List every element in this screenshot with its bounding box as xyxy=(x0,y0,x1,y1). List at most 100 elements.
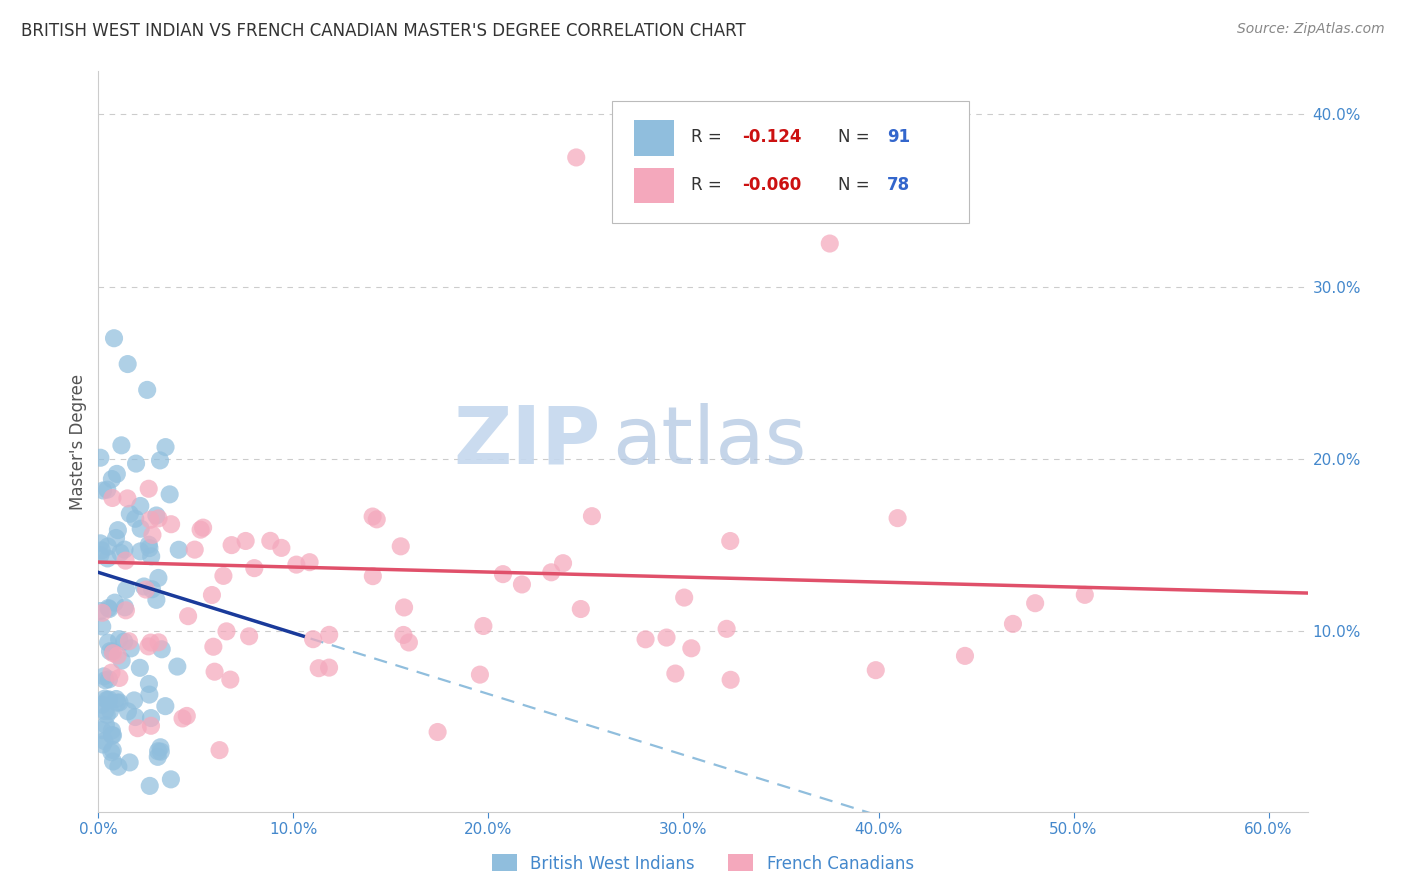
Point xyxy=(98,602,121,616)
Point xyxy=(108,695,131,709)
Point xyxy=(259,533,281,548)
Point xyxy=(146,744,169,758)
Point xyxy=(90,698,112,712)
Point xyxy=(160,517,183,532)
Point xyxy=(103,331,125,345)
Point xyxy=(97,692,120,706)
Text: R =: R = xyxy=(690,128,727,145)
Point xyxy=(118,634,141,648)
Text: N =: N = xyxy=(838,128,876,145)
Point xyxy=(100,665,122,680)
Point xyxy=(202,640,225,654)
Point xyxy=(139,513,162,527)
Point xyxy=(392,628,415,642)
Point xyxy=(510,577,533,591)
Point xyxy=(664,666,686,681)
Point xyxy=(101,743,124,757)
Point xyxy=(138,688,160,702)
Point xyxy=(120,641,142,656)
Point xyxy=(101,472,124,486)
Point xyxy=(104,596,127,610)
Point xyxy=(718,534,741,549)
Point xyxy=(565,151,588,165)
Point xyxy=(655,631,678,645)
Point xyxy=(160,772,183,787)
Y-axis label: Master's Degree: Master's Degree xyxy=(69,374,87,509)
Point xyxy=(128,661,150,675)
Point xyxy=(308,661,330,675)
Point xyxy=(634,632,657,647)
Point xyxy=(138,640,160,654)
Point xyxy=(540,566,562,580)
Point xyxy=(389,539,412,553)
Point xyxy=(101,723,124,738)
Legend: British West Indians, French Canadians: British West Indians, French Canadians xyxy=(485,847,921,880)
Point xyxy=(141,528,163,542)
Point xyxy=(392,600,415,615)
Point xyxy=(298,555,321,569)
Point xyxy=(150,642,173,657)
Point xyxy=(97,601,120,615)
Point xyxy=(118,756,141,770)
Point xyxy=(149,745,172,759)
Point xyxy=(98,644,121,658)
Point xyxy=(101,644,124,658)
Point xyxy=(93,734,115,748)
Point xyxy=(124,512,146,526)
Point xyxy=(191,521,214,535)
Point xyxy=(166,659,188,673)
Point xyxy=(468,667,491,681)
Point xyxy=(107,760,129,774)
Point xyxy=(114,554,136,568)
Point xyxy=(208,743,231,757)
Point xyxy=(89,549,111,563)
Point xyxy=(145,592,167,607)
Point xyxy=(97,673,120,687)
Point xyxy=(89,604,111,618)
Point xyxy=(132,580,155,594)
Point xyxy=(101,755,124,769)
Point xyxy=(138,538,160,552)
Point xyxy=(1024,596,1046,610)
Point xyxy=(318,660,340,674)
Point xyxy=(716,622,738,636)
Point xyxy=(107,648,129,663)
Point xyxy=(97,635,120,649)
Point xyxy=(101,728,124,742)
Point xyxy=(865,663,887,677)
Text: atlas: atlas xyxy=(613,402,807,481)
Point xyxy=(243,561,266,575)
Text: -0.060: -0.060 xyxy=(742,177,801,194)
Text: R =: R = xyxy=(690,177,727,194)
Point xyxy=(89,536,111,550)
Point xyxy=(96,483,118,497)
Point xyxy=(149,740,172,755)
Point xyxy=(122,693,145,707)
Point xyxy=(110,438,132,452)
Point xyxy=(235,533,257,548)
Text: BRITISH WEST INDIAN VS FRENCH CANADIAN MASTER'S DEGREE CORRELATION CHART: BRITISH WEST INDIAN VS FRENCH CANADIAN M… xyxy=(21,22,745,40)
Point xyxy=(204,665,226,679)
Point xyxy=(361,569,384,583)
Point xyxy=(97,551,120,566)
Point xyxy=(90,543,112,558)
Text: N =: N = xyxy=(838,177,876,194)
Point xyxy=(219,673,242,687)
Point xyxy=(472,619,495,633)
Point xyxy=(117,491,139,506)
Point xyxy=(318,628,340,642)
Point xyxy=(101,491,124,505)
Point xyxy=(426,725,449,739)
Point xyxy=(114,600,136,615)
Point xyxy=(125,457,148,471)
Point xyxy=(91,606,114,620)
Point xyxy=(190,523,212,537)
Point xyxy=(135,582,157,597)
Point xyxy=(1074,588,1097,602)
Point xyxy=(149,453,172,467)
Point xyxy=(105,692,128,706)
Point xyxy=(215,624,238,639)
Text: -0.124: -0.124 xyxy=(742,128,801,145)
Point xyxy=(145,508,167,523)
Point xyxy=(107,523,129,537)
